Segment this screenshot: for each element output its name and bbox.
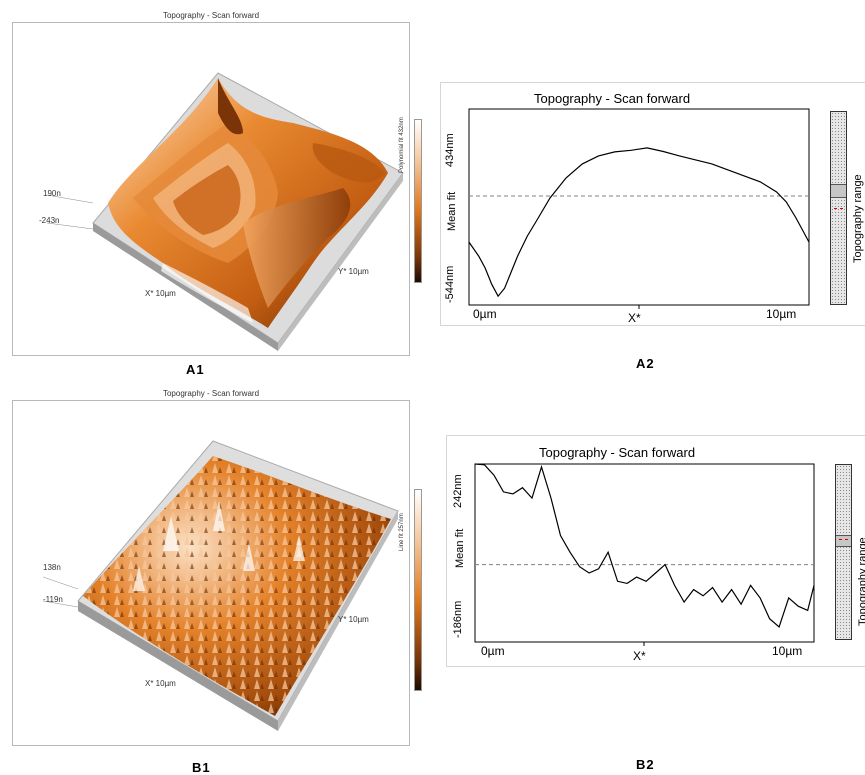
- a1-surface-render: [46, 72, 404, 351]
- b1-colorbar-label: Line fit 257nm: [399, 513, 405, 551]
- b1-z-top-label: 138n: [43, 563, 61, 572]
- panel-label-a1: A1: [186, 362, 205, 377]
- a1-title: Topography - Scan forward: [162, 11, 260, 20]
- b2-x-axis-label: X*: [633, 649, 646, 663]
- b2-x-tick-start: 0µm: [481, 644, 505, 658]
- panel-label-b1: B1: [192, 760, 211, 775]
- a1-colorbar: [414, 119, 422, 283]
- a2-title: Topography - Scan forward: [534, 91, 691, 106]
- a2-y-tick-bottom: -544nm: [444, 265, 456, 303]
- b2-plot: [474, 463, 815, 646]
- a2-range-marker: [834, 208, 843, 209]
- a2-x-tick-end: 10µm: [766, 307, 797, 321]
- a2-plot-area: [468, 108, 810, 306]
- b2-y-axis-label: Mean fit: [454, 528, 466, 568]
- a1-colorbar-label: Polynomial fit 432nm: [399, 117, 405, 173]
- a2-y-tick-top: 434nm: [444, 133, 456, 167]
- b2-title: Topography - Scan forward: [539, 445, 696, 460]
- b2-y-tick-bottom: -186nm: [452, 600, 464, 638]
- b1-plot-frame: 138n -119n X* 10µm Y* 10µm Line fit 257n…: [12, 400, 422, 746]
- b1-x-axis-label: X* 10µm: [145, 679, 176, 688]
- a2-y-axis-label: Mean fit: [446, 191, 458, 231]
- a2-range-window: [831, 184, 846, 198]
- a1-z-top-label: 190n: [43, 189, 61, 198]
- panel-label-b2: B2: [636, 757, 655, 772]
- b1-surface-render: [42, 440, 399, 731]
- a2-plot: [468, 108, 810, 309]
- a2-x-tick-start: 0µm: [473, 307, 497, 321]
- b1-title: Topography - Scan forward: [162, 389, 260, 398]
- panel-a1: Topography - Scan forward: [12, 10, 422, 356]
- panel-b2: Topography - Scan forward 242nm -186nm M…: [446, 435, 865, 667]
- a2-range-label: Topography range: [852, 174, 864, 263]
- panel-a2: Topography - Scan forward 434nm -544nm M…: [440, 82, 865, 326]
- b2-y-tick-top: 242nm: [452, 474, 464, 508]
- a2-series-line: [468, 147, 810, 298]
- panel-b1: Topography - Scan forward: [12, 388, 422, 748]
- panel-label-a2: A2: [636, 356, 655, 371]
- a1-x-axis-label: X* 10µm: [145, 289, 176, 298]
- b2-range-label: Topography range: [857, 537, 865, 626]
- a2-range-bar: [830, 111, 847, 305]
- b1-colorbar: [414, 489, 422, 691]
- a2-x-axis-label: X*: [628, 311, 641, 325]
- b1-z-bottom-label: -119n: [43, 595, 63, 604]
- a1-plot-frame: 190n -243n X* 10µm Y* 10µm Polynomial fi…: [12, 22, 422, 356]
- b2-series-line: [474, 463, 815, 629]
- b2-x-tick-end: 10µm: [772, 644, 803, 658]
- a1-z-bottom-label: -243n: [39, 216, 60, 225]
- b2-range-bar: [835, 464, 852, 640]
- b2-range-marker: [839, 539, 848, 540]
- b2-range-window: [836, 535, 851, 547]
- b1-y-axis-label: Y* 10µm: [338, 615, 369, 624]
- a1-y-axis-label: Y* 10µm: [338, 267, 369, 276]
